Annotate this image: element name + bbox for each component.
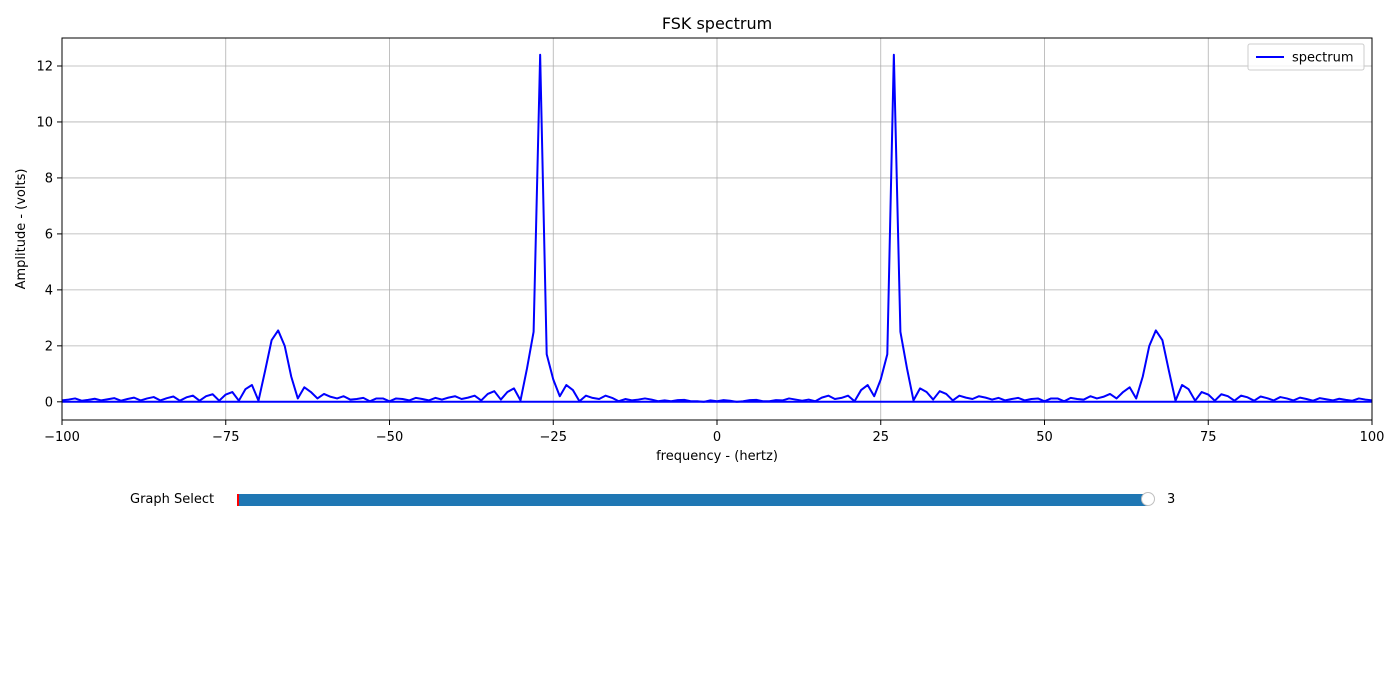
slider-track[interactable]: [237, 494, 1148, 506]
x-tick-label: 25: [872, 430, 889, 445]
x-tick-label: −50: [376, 430, 403, 445]
y-tick-label: 12: [36, 59, 53, 74]
graph-select-slider[interactable]: Graph Select 3: [0, 480, 1400, 520]
spectrum-chart: −100 −75 −50 −25 0 25 50 75 100 0 2 4 6 8 10 12 FSK sp…: [14, 14, 1384, 464]
legend-label-spectrum: spectrum: [1292, 51, 1354, 66]
x-tick-label: 0: [713, 430, 721, 445]
slider-handle[interactable]: [1141, 492, 1155, 506]
x-tick-label: −75: [212, 430, 239, 445]
y-tick-label: 2: [45, 339, 53, 354]
x-axis-label: frequency - (hertz): [656, 449, 778, 464]
slider-fill: [238, 494, 1148, 506]
slider-min-marker: [237, 494, 239, 506]
y-tick-label: 8: [45, 171, 53, 186]
slider-value: 3: [1167, 492, 1176, 507]
y-tick-label: 10: [36, 115, 53, 130]
series-layer: [61, 53, 1373, 403]
legend-box: [1247, 43, 1365, 71]
y-axis-label: Amplitude - (volts): [14, 169, 29, 290]
x-tick-label: −100: [44, 430, 80, 445]
x-tick-label: 75: [1200, 430, 1217, 445]
x-tick-label: −25: [540, 430, 567, 445]
grid-lines: [61, 38, 1373, 420]
series-line-spectrum: [61, 53, 1373, 403]
y-tick-label: 4: [45, 283, 53, 298]
x-axis-ticks: −100 −75 −50 −25 0 25 50 75 100: [44, 420, 1384, 445]
x-tick-label: 100: [1360, 430, 1385, 445]
y-tick-label: 6: [45, 227, 53, 242]
y-tick-label: 0: [45, 395, 53, 410]
x-tick-label: 50: [1036, 430, 1053, 445]
chart-title: FSK spectrum: [662, 14, 772, 33]
y-axis-ticks: 0 2 4 6 8 10 12: [36, 59, 62, 410]
slider-label: Graph Select: [130, 492, 215, 507]
legend: spectrum: [1247, 43, 1365, 71]
